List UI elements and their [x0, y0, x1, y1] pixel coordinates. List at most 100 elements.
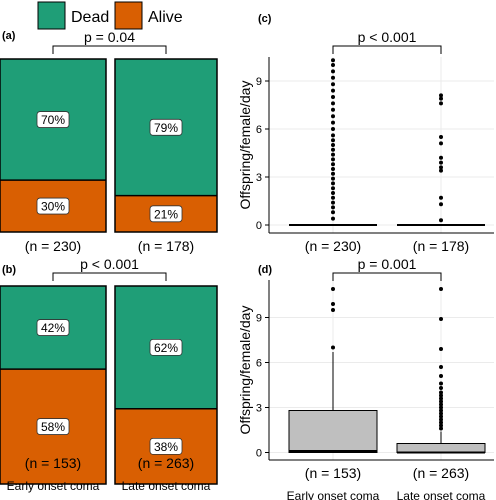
outlier-point [331, 195, 335, 200]
outlier-point [331, 147, 335, 152]
y-tick-label: 6 [256, 358, 262, 370]
outlier-point [331, 101, 335, 106]
outlier-point [439, 390, 443, 395]
group-label: Early onset coma [7, 479, 100, 493]
box-iqr [396, 443, 486, 453]
outlier-point [439, 386, 443, 390]
significance-bracket [52, 272, 167, 281]
p-value-label: p = 0.001 [358, 256, 417, 272]
y-axis-label: Offspring/female/day [237, 81, 253, 210]
sample-size-label: (n = 178) [413, 238, 469, 254]
percent-label-box [36, 418, 70, 435]
panel-tag-d: (d) [258, 264, 272, 276]
outlier-point [331, 133, 335, 138]
group-label: Late onset coma [122, 479, 211, 493]
percent-label: 42% [41, 321, 65, 335]
outlier-point [439, 155, 443, 160]
percent-label-box [149, 338, 183, 356]
percent-label: 30% [41, 200, 65, 214]
outlier-point [439, 165, 443, 170]
bar-outline [114, 285, 218, 485]
outlier-point [439, 408, 443, 413]
outlier-point [331, 200, 335, 205]
y-tick-label: 0 [256, 448, 262, 460]
outlier-point [439, 287, 443, 291]
outlier-point [439, 96, 443, 101]
outlier-point [439, 160, 443, 165]
outlier-point [331, 302, 335, 306]
percent-label: 58% [41, 420, 65, 434]
outlier-point [439, 393, 443, 398]
percent-label: 62% [154, 341, 178, 355]
outlier-point [331, 127, 335, 131]
percent-label-box [149, 437, 183, 455]
outlier-point [439, 402, 443, 407]
y-tick-label: 0 [256, 220, 262, 232]
percent-label: 38% [154, 440, 178, 454]
outlier-point [331, 186, 335, 191]
outlier-point [439, 414, 443, 419]
sample-size-label: (n = 153) [305, 465, 361, 481]
outlier-point [331, 107, 335, 112]
group-label: Late onset coma [397, 489, 486, 500]
outlier-point [331, 82, 335, 87]
outlier-point [439, 101, 443, 106]
group-label: Early onset coma [287, 489, 380, 500]
sample-size-label: (n = 178) [138, 238, 194, 254]
outlier-point [331, 63, 335, 67]
percent-label-box [36, 111, 70, 128]
y-tick-label: 9 [256, 313, 262, 325]
outlier-point [331, 167, 335, 171]
p-value-label: p < 0.001 [358, 29, 417, 45]
legend-label-dead: Dead [71, 9, 109, 26]
outlier-point [439, 195, 443, 200]
outlier-point [439, 218, 443, 223]
outlier-point [331, 287, 335, 291]
percent-label-box [149, 118, 183, 136]
outlier-point [331, 157, 335, 162]
outlier-point [331, 205, 335, 210]
panel-tag-a: (a) [2, 30, 16, 42]
outlier-point [439, 135, 443, 139]
outlier-point [331, 75, 335, 80]
sample-size-label: (n = 230) [25, 238, 81, 254]
outlier-point [439, 374, 443, 378]
sample-size-label: (n = 230) [305, 238, 361, 254]
outlier-point [331, 95, 335, 99]
sample-size-label: (n = 263) [138, 455, 194, 471]
y-tick-label: 3 [256, 403, 262, 415]
significance-bracket [332, 272, 442, 281]
outlier-point [331, 171, 335, 176]
outlier-point [331, 162, 335, 167]
outlier-point [439, 426, 443, 431]
box-iqr [288, 410, 378, 453]
outlier-point [439, 411, 443, 416]
outlier-point [439, 417, 443, 422]
outlier-point [331, 152, 335, 157]
outlier-point [439, 347, 443, 351]
outlier-point [439, 423, 443, 428]
outlier-point [439, 202, 443, 207]
outlier-point [331, 191, 335, 195]
outlier-point [331, 176, 335, 181]
outlier-point [331, 69, 335, 74]
p-value-label: p = 0.04 [84, 29, 135, 45]
sample-size-label: (n = 153) [25, 455, 81, 471]
outlier-point [331, 88, 335, 93]
outlier-point [331, 143, 335, 147]
outlier-point [331, 58, 335, 63]
p-value-label: p < 0.001 [80, 256, 139, 272]
percent-label-box [36, 319, 70, 336]
outlier-point [439, 381, 443, 386]
outlier-point [439, 399, 443, 404]
outlier-point [331, 138, 335, 143]
legend-swatch-alive [114, 1, 143, 30]
percent-label: 21% [154, 207, 178, 221]
outlier-point [331, 181, 335, 186]
outlier-point [439, 420, 443, 425]
y-tick-label: 9 [256, 76, 262, 88]
outlier-point [331, 216, 335, 221]
percent-label: 70% [41, 113, 65, 127]
percent-label-box [36, 197, 70, 215]
panel-tag-c: (c) [258, 13, 272, 25]
